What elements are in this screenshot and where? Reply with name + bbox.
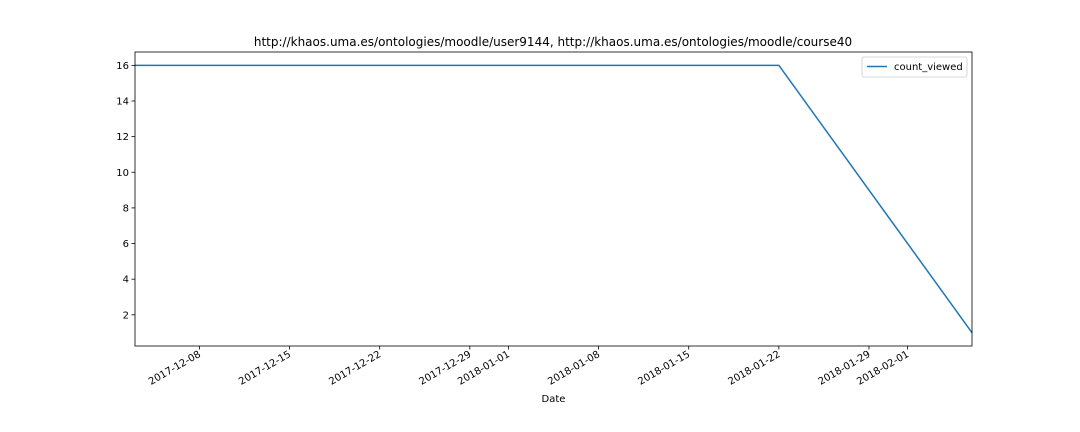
plot-frame — [134, 51, 973, 347]
x-axis-label: Date — [542, 394, 566, 405]
legend-entry-count-viewed: count_viewed — [894, 62, 963, 73]
y-tick-label: 2 — [123, 310, 129, 321]
plot-series — [135, 64, 973, 334]
y-axis: 2 4 6 8 10 12 14 16 — [116, 61, 135, 321]
y-tick-label: 16 — [116, 61, 129, 72]
legend: count_viewed — [861, 56, 968, 78]
y-tick-label: 14 — [116, 97, 129, 108]
y-tick-label: 12 — [116, 132, 129, 143]
x-tick-label: 2018-01-08 — [546, 349, 602, 388]
x-tick-label: 2018-01-15 — [636, 349, 692, 388]
y-tick-label: 8 — [123, 203, 129, 214]
series-line-count-viewed — [135, 64, 973, 334]
x-tick-label: 2017-12-08 — [147, 349, 203, 388]
legend-box — [861, 56, 968, 78]
chart-title: http://khaos.uma.es/ontologies/moodle/us… — [254, 35, 852, 49]
y-tick-label: 4 — [123, 275, 129, 286]
x-tick-label: 2017-12-15 — [237, 349, 293, 388]
x-axis: 2017-12-08 2017-12-15 2017-12-22 2017-12-29… — [147, 346, 911, 388]
y-tick-label: 6 — [123, 239, 129, 250]
x-tick-label: 2017-12-22 — [327, 349, 383, 388]
y-tick-label: 10 — [116, 168, 129, 179]
x-tick-label: 2018-01-22 — [727, 349, 783, 388]
